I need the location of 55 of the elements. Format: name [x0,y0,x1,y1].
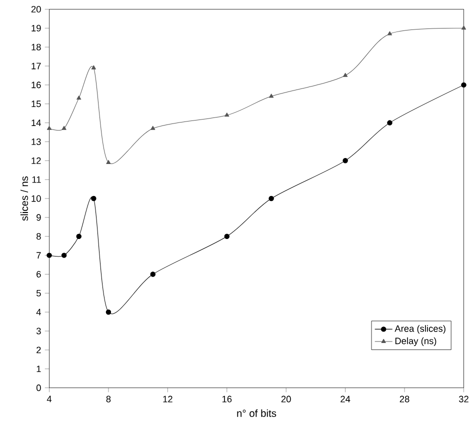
x-tick-label: 24 [340,396,350,402]
x-tick-label: 32 [458,396,468,402]
point [76,96,82,100]
y-tick-label: 9 [36,214,41,221]
y-tick-label: 10 [32,195,41,202]
x-tick-label: 12 [163,396,172,402]
point [268,196,274,202]
point [461,26,466,30]
x-tick-label: 8 [106,396,111,402]
point [76,234,82,240]
point [150,272,156,277]
point [342,158,348,164]
point [224,112,230,117]
y-tick-label: 3 [36,328,41,334]
y-tick-label: 16 [32,82,41,88]
y-tick-label: 6 [36,270,41,278]
point [387,120,392,126]
y-tick-label: 13 [32,138,41,146]
y-axis-title: slices / ns [20,176,28,221]
y-tick-label: 2 [36,346,41,354]
point [269,94,274,98]
x-tick-label: 28 [400,396,410,402]
y-tick-label: 4 [36,308,41,316]
point [46,126,52,130]
legend-label: Area (slices) [394,325,446,334]
y-tick-label: 20 [31,6,41,13]
x-tick-label: 20 [281,396,291,402]
legend-label: Delay (ns) [395,337,436,346]
point [106,160,111,164]
point [461,82,466,88]
y-tick-label: 12 [32,157,41,164]
point [387,31,392,36]
y-tick-label: 11 [32,176,41,183]
x-tick-label: 4 [46,396,52,402]
y-tick-label: 18 [32,44,41,50]
point [224,234,230,240]
y-tick-label: 1 [36,366,41,372]
point [150,126,156,130]
point [46,252,52,258]
y-tick-label: 15 [32,100,41,108]
y-tick-label: 14 [32,120,41,126]
x-tick-label: 16 [222,396,232,402]
y-tick-label: 5 [36,290,41,296]
y-tick-label: 19 [32,24,41,32]
y-tick-label: 17 [32,62,41,70]
y-tick-label: 7 [36,252,41,258]
point [91,65,96,70]
point [61,252,67,258]
y-tick-label: 0 [36,384,41,392]
point [343,72,348,77]
point [106,309,112,315]
y-tick-label: 8 [36,233,41,240]
point [62,126,66,130]
point [91,196,96,202]
x-axis-title: n° of bits [237,409,276,417]
